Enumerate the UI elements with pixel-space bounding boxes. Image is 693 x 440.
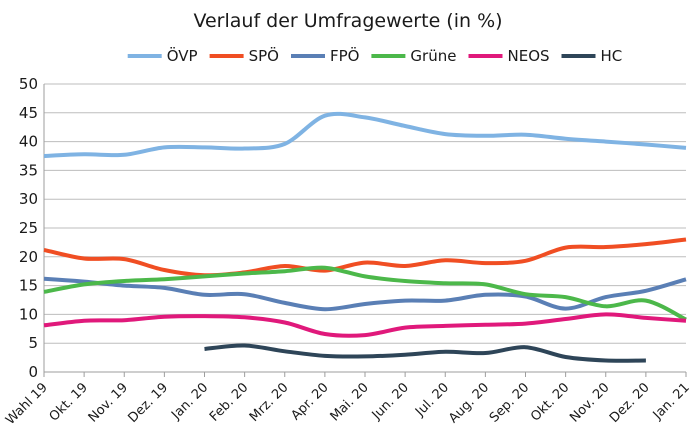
x-tick-label: Wahl 19: [3, 380, 51, 428]
y-tick-label: 40: [19, 133, 38, 151]
legend-label-fpoe: FPÖ: [330, 46, 359, 65]
y-tick-label: 20: [19, 248, 38, 266]
series-line-gruene: [43, 265, 687, 322]
y-tick-label: 35: [19, 161, 38, 179]
legend-label-neos: NEOS: [508, 47, 550, 65]
x-tick-label: Nov. 19: [86, 380, 131, 425]
x-tick-label: Okt. 19: [47, 380, 91, 424]
legend-label-spoe: SPÖ: [249, 46, 279, 65]
y-tick-label: 45: [19, 104, 38, 122]
y-tick-label: 0: [28, 363, 38, 381]
legend-item-oevp: ÖVP: [127, 46, 198, 65]
x-tick-label: Mai. 20: [328, 380, 372, 424]
x-tick-label: Mrz. 20: [247, 380, 292, 425]
legend-item-hc: HC: [561, 47, 623, 65]
x-tick-label: Jan. 20: [168, 380, 211, 423]
series-line-neos: [43, 312, 687, 338]
legend-item-fpoe: FPÖ: [291, 46, 359, 65]
chart-title: Verlauf der Umfragewerte (in %): [193, 10, 502, 32]
y-tick-label: 10: [19, 305, 38, 323]
series-line-fpoe: [43, 276, 687, 312]
x-tick-label: Jun. 20: [369, 380, 412, 423]
x-tick-label: Apr. 20: [288, 380, 331, 423]
y-tick-label: 25: [19, 219, 38, 237]
legend-item-gruene: Grüne: [371, 47, 456, 65]
x-tick-label: Jan. 21: [650, 380, 693, 423]
legend-item-spoe: SPÖ: [209, 46, 279, 65]
series-line-oevp: [43, 111, 687, 158]
legend-label-oevp: ÖVP: [167, 46, 198, 65]
y-tick-label: 50: [19, 75, 38, 93]
x-tick-label: Okt. 20: [528, 380, 572, 424]
y-tick-label: 30: [19, 190, 38, 208]
grid-layer: [44, 83, 686, 373]
x-tick-label: Nov. 20: [567, 380, 612, 425]
x-tick-label: Feb. 20: [207, 380, 251, 424]
x-tick-label: Jul. 20: [412, 380, 452, 420]
legend-label-hc: HC: [601, 47, 623, 65]
legend-item-neos: NEOS: [468, 47, 550, 65]
series-line-hc: [204, 343, 646, 363]
x-tick-label: Dez. 20: [607, 380, 653, 426]
x-tick-label: Dez. 19: [125, 380, 171, 426]
x-tick-label: Sep. 20: [487, 380, 532, 425]
y-tick-label: 15: [19, 277, 38, 295]
y-tick-label: 5: [28, 334, 38, 352]
series-layer: [43, 111, 687, 363]
series-line-spoe: [43, 237, 687, 278]
legend: ÖVP SPÖ FPÖ Grüne NEOS HC: [127, 46, 623, 65]
x-tick-label: Aug. 20: [446, 380, 492, 426]
legend-label-gruene: Grüne: [410, 47, 456, 65]
